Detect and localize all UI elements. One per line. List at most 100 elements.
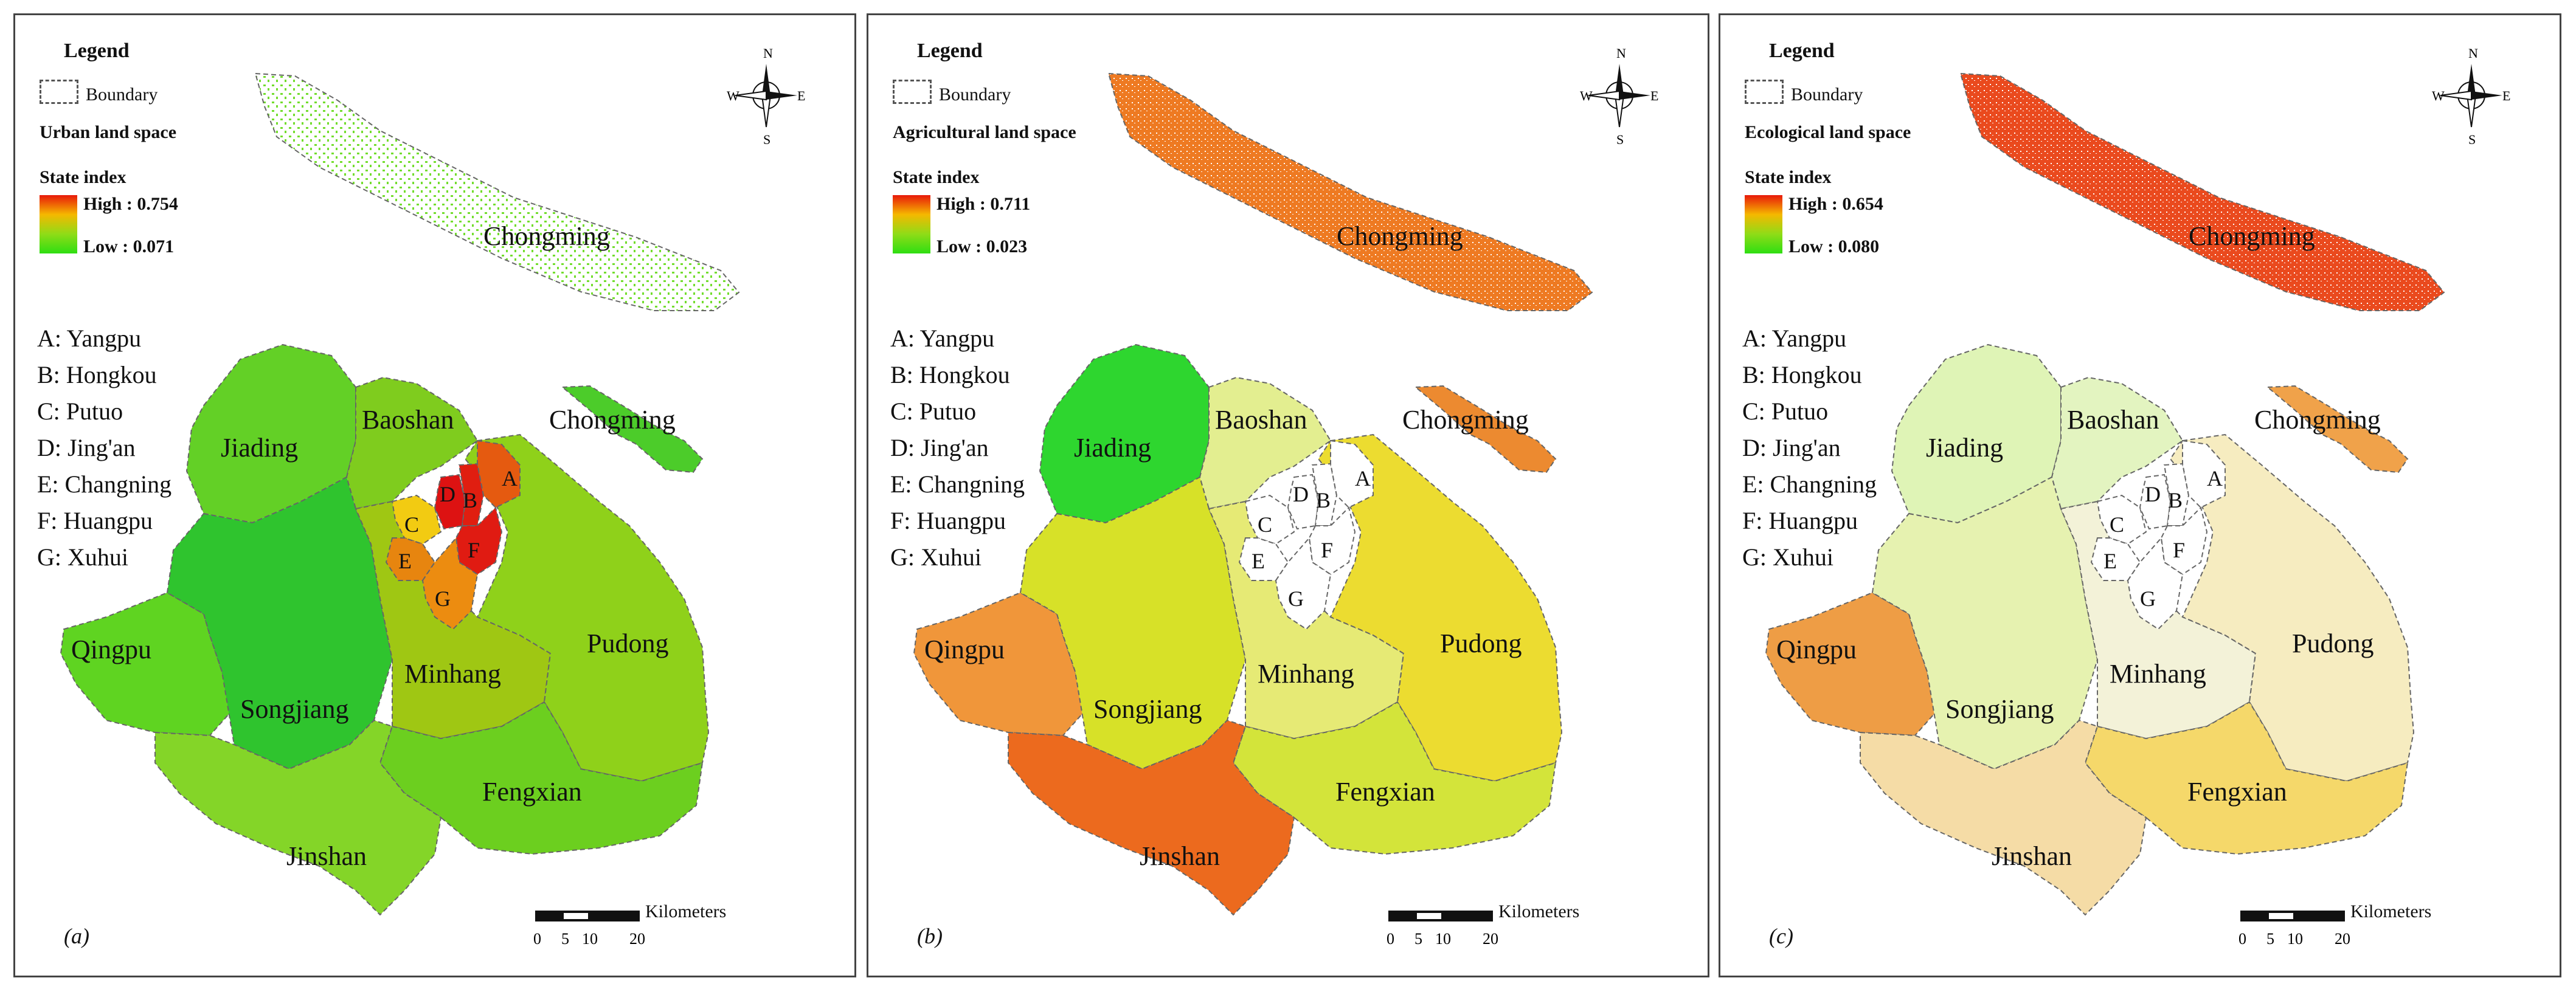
legend-title: Legend (917, 40, 983, 62)
district-key: A: Yangpu B: Hongkou C: Putuo D: Jing'an… (890, 320, 1025, 576)
region-baoshan (345, 376, 479, 510)
region-qingpu (1765, 591, 1941, 737)
boundary-label: Boundary (1791, 84, 1863, 105)
label-qingpu: Qingpu (71, 635, 151, 664)
label-chongming-small: Chongming (2254, 405, 2381, 435)
district-letter-d: D (1293, 482, 1309, 506)
district-letter-f: F (2173, 538, 2185, 562)
district-letter-d: D (2145, 482, 2161, 506)
district-key-item: G: Xuhui (890, 543, 982, 571)
label-fengxian: Fengxian (2187, 777, 2287, 807)
district-key-item: E: Changning (37, 470, 172, 498)
legend-title: Legend (1769, 40, 1835, 62)
scale-bar: 0 5 10 20 (533, 911, 645, 948)
state-index-label: State index (893, 167, 980, 187)
district-map: Chongming Chongming Jiading Baoshan Qing… (60, 72, 740, 916)
district-letter-c: C (2110, 512, 2124, 537)
district-letter-a: A (1355, 466, 1371, 491)
scale-tick: 5 (561, 930, 569, 948)
district-f-huangpu (1308, 506, 1356, 576)
district-letter-g: G (2140, 587, 2156, 611)
compass-w: W (727, 88, 739, 103)
scale-unit: Kilometers (1498, 901, 1580, 921)
district-a-yangpu (1330, 439, 1374, 509)
scale-tick: 20 (1483, 930, 1498, 948)
label-minhang: Minhang (404, 659, 501, 689)
region-jinshan (1008, 719, 1295, 916)
color-ramp (893, 195, 930, 253)
panel-id: (a) (64, 924, 89, 948)
district-key-item: E: Changning (1742, 470, 1877, 498)
label-fengxian: Fengxian (1335, 777, 1435, 807)
state-index-high: High : 0.711 (937, 194, 1031, 214)
region-chongming (1107, 72, 1593, 311)
district-f-huangpu (455, 506, 503, 576)
district-d-jingan (1287, 474, 1320, 530)
state-index-low: Low : 0.080 (1788, 236, 1880, 257)
label-jiading: Jiading (221, 433, 298, 463)
district-g-xuhui (1275, 536, 1332, 630)
scale-tick: 5 (2266, 930, 2274, 948)
map-panel-b: Chongming Chongming Jiading Baoshan Qing… (867, 13, 1709, 977)
district-letter-b: B (463, 488, 477, 512)
scale-tick: 5 (1414, 930, 1422, 948)
scale-tick: 0 (2238, 930, 2246, 948)
district-letter-f: F (468, 538, 480, 562)
compass-s: S (1616, 132, 1624, 147)
boundary-label: Boundary (86, 84, 158, 105)
district-c-putuo (2096, 494, 2147, 545)
label-jinshan: Jinshan (1992, 841, 2072, 871)
region-changxing (561, 385, 704, 474)
label-chongming-island: Chongming (1337, 221, 1463, 251)
compass-s: S (763, 132, 770, 147)
district-letter-e: E (1252, 549, 1265, 573)
color-ramp (40, 195, 77, 253)
label-baoshan: Baoshan (2067, 405, 2159, 435)
scale-tick: 20 (2335, 930, 2350, 948)
district-letter-e: E (2103, 549, 2117, 573)
label-pudong: Pudong (1440, 629, 1522, 658)
district-key-item: D: Jing'an (890, 434, 989, 461)
compass-n: N (763, 46, 773, 61)
district-key-item: B: Hongkou (37, 361, 157, 388)
label-songjiang: Songjiang (1093, 694, 1202, 724)
region-chongming (254, 72, 740, 311)
label-jinshan: Jinshan (286, 841, 367, 871)
map-panel-a: Chongming Chongming Jiading Baoshan Qing… (13, 13, 856, 977)
north-arrow-icon: N S W E (2432, 46, 2510, 147)
region-jinshan (1860, 719, 2147, 916)
district-key-item: F: Huangpu (1742, 507, 1858, 534)
region-baoshan (1199, 376, 1332, 510)
region-changxing (2266, 385, 2409, 474)
color-ramp (1745, 195, 1782, 253)
district-letter-b: B (1316, 488, 1331, 512)
label-baoshan: Baoshan (1215, 405, 1307, 435)
region-changxing (1414, 385, 1557, 474)
compass-n: N (1616, 46, 1626, 61)
label-minhang: Minhang (1258, 659, 1354, 689)
boundary-swatch (1745, 80, 1784, 104)
label-minhang: Minhang (2110, 659, 2206, 689)
compass-w: W (2432, 88, 2445, 103)
label-pudong: Pudong (2292, 629, 2373, 658)
district-key-item: A: Yangpu (37, 325, 142, 352)
state-index-low: Low : 0.071 (83, 236, 175, 257)
boundary-swatch (893, 80, 932, 104)
district-letter-d: D (440, 482, 455, 506)
label-jiading: Jiading (1926, 433, 2003, 463)
region-qingpu (60, 591, 235, 737)
scale-tick: 0 (1387, 930, 1394, 948)
district-letter-f: F (1321, 538, 1333, 562)
label-jiading: Jiading (1074, 433, 1151, 463)
label-jinshan: Jinshan (1140, 841, 1220, 871)
state-index-high: High : 0.754 (83, 194, 178, 214)
district-d-jingan (2139, 474, 2172, 530)
district-letter-e: E (398, 549, 412, 573)
panel-id: (c) (1769, 924, 1793, 948)
label-chongming-small: Chongming (549, 405, 676, 435)
district-key-item: C: Putuo (1742, 398, 1829, 425)
label-baoshan: Baoshan (362, 405, 454, 435)
region-jinshan (154, 719, 442, 916)
district-key-item: F: Huangpu (37, 507, 153, 534)
district-key-item: B: Hongkou (890, 361, 1010, 388)
